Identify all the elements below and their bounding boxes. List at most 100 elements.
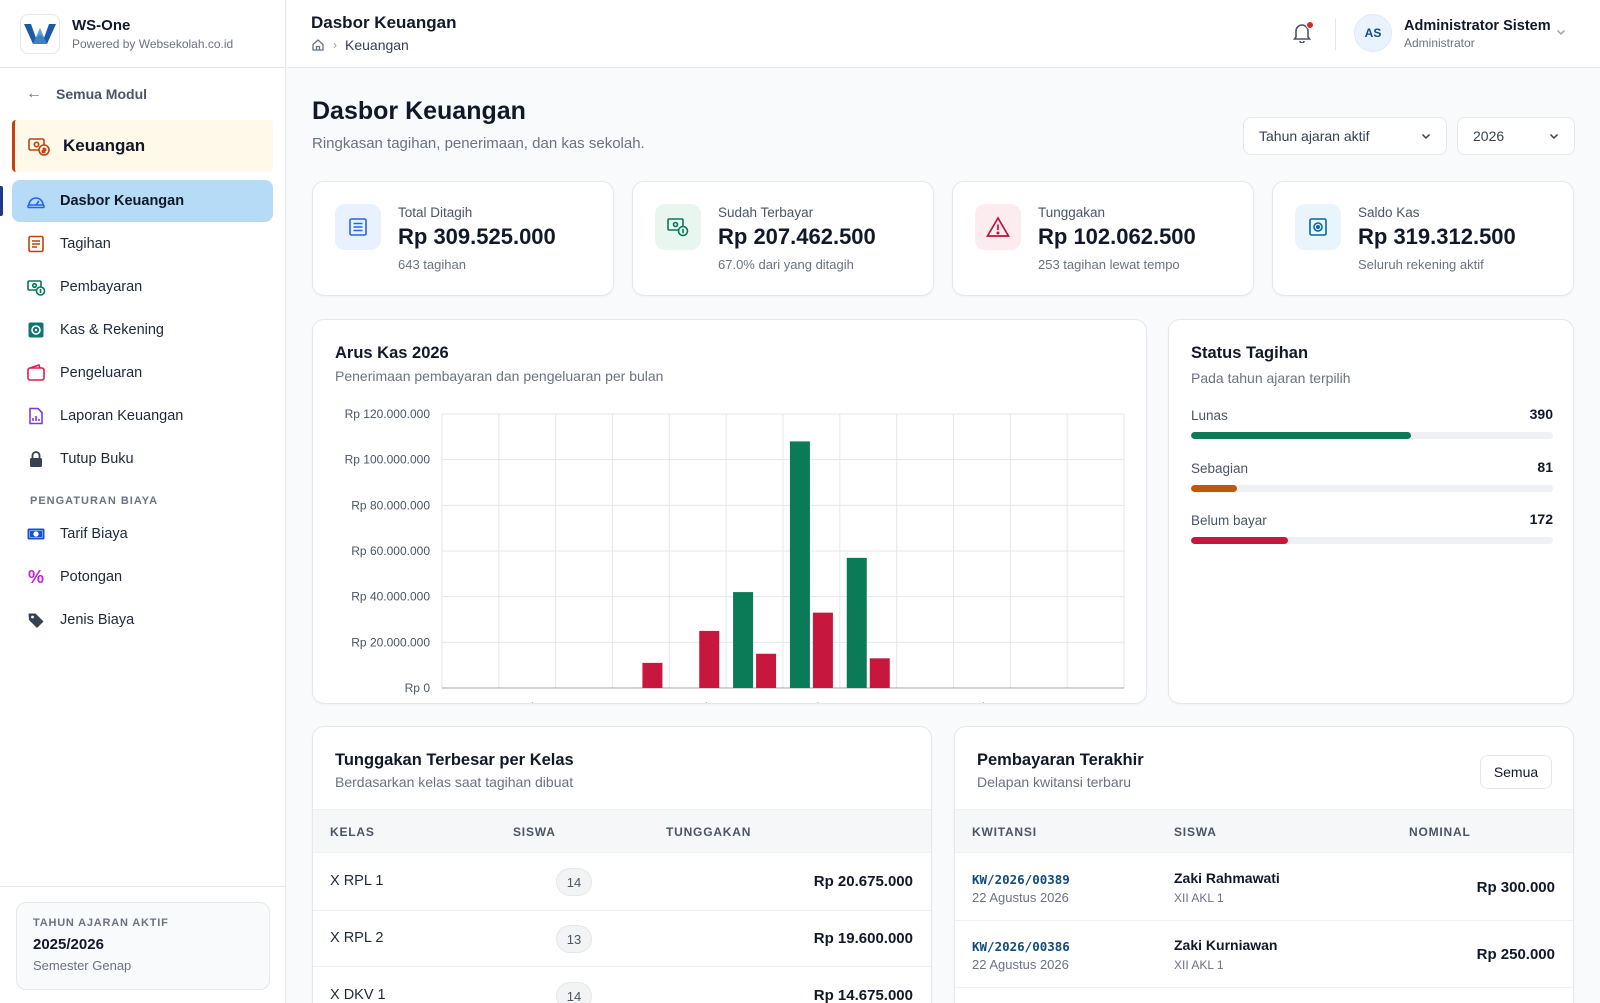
cash-icon — [655, 204, 701, 250]
table-row[interactable]: X RPL 1 14 Rp 20.675.000 — [313, 854, 931, 911]
sidebar-item-jenis-biaya[interactable]: Jenis Biaya — [12, 599, 273, 641]
payment-amount: Rp 300.000 — [1476, 879, 1555, 896]
student-name: Zaki Rahmawati — [1174, 870, 1280, 886]
student-class: XII AKL 1 — [1174, 891, 1224, 905]
receipt-number-link[interactable]: KW/2026/00389 — [972, 872, 1070, 887]
finance-module-icon — [27, 134, 51, 158]
banknote-icon — [26, 524, 46, 544]
sidebar-item-pengeluaran[interactable]: Pengeluaran — [12, 352, 273, 394]
progress-track — [1191, 485, 1553, 492]
table-row[interactable]: X RPL 2 13 Rp 19.600.000 — [313, 911, 931, 967]
column-header-kelas[interactable]: KELAS — [330, 825, 375, 839]
brand-name: WS-One — [72, 16, 131, 34]
column-header-nominal[interactable]: NOMINAL — [1409, 825, 1471, 839]
status-count: 390 — [1529, 406, 1553, 422]
table-row[interactable]: KW/2026/00389 22 Agustus 2026 Zaki Rahma… — [955, 854, 1573, 921]
user-name[interactable]: Administrator Sistem — [1404, 18, 1551, 34]
breadcrumb-current[interactable]: Keuangan — [345, 37, 409, 53]
bar-pengeluaran-jun — [756, 653, 777, 688]
column-header-kwitansi[interactable]: KWITANSI — [972, 825, 1037, 839]
sidebar-item-tutup-buku[interactable]: Tutup Buku — [12, 438, 273, 480]
sidebar-item-label: Pembayaran — [60, 279, 143, 295]
status-row-belum-bayar: Belum bayar 172 — [1191, 511, 1553, 544]
school-year-mode-select[interactable]: Tahun ajaran aktif — [1243, 117, 1447, 155]
column-header-tunggakan[interactable]: TUNGGAKAN — [666, 825, 752, 839]
sidebar-item-label: Potongan — [60, 569, 123, 585]
column-header-siswa[interactable]: SISWA — [1174, 825, 1217, 839]
stat-card-tunggakan: Tunggakan Rp 102.062.500 253 tagihan lew… — [952, 181, 1254, 296]
table-row[interactable]: KW/2026/00386 22 Agustus 2026 Zaki Kurni… — [955, 921, 1573, 988]
y-tick-label: Rp 120.000.000 — [345, 407, 431, 421]
brand[interactable]: WS-One Powered by Websekolah.co.id — [0, 0, 285, 68]
sidebar-item-label: Kas & Rekening — [60, 322, 164, 338]
bar-pengeluaran-mei — [699, 630, 720, 688]
chevron-right-icon: › — [333, 38, 337, 52]
column-header-siswa[interactable]: SISWA — [513, 825, 556, 839]
sidebar-nav: Dasbor Keuangan Tagihan Pembayaran Kas &… — [0, 180, 285, 641]
cashflow-card: Arus Kas 2026 Penerimaan pembayaran dan … — [312, 319, 1147, 704]
cell-kelas: X DKV 1 — [330, 987, 386, 1003]
home-icon[interactable] — [311, 38, 325, 52]
table-row[interactable]: X DKV 1 14 Rp 14.675.000 — [313, 967, 931, 1003]
breadcrumb: › Keuangan — [311, 37, 409, 53]
vault-icon — [1295, 204, 1341, 250]
top-bar: Dasbor Keuangan › Keuangan AS Administra… — [287, 0, 1600, 68]
active-indicator — [0, 186, 3, 216]
lock-icon — [26, 449, 46, 469]
x-tick-label: Mei — [688, 701, 708, 703]
status-label: Sebagian — [1191, 461, 1249, 476]
payment-amount: Rp 250.000 — [1476, 946, 1555, 963]
year-select[interactable]: 2026 — [1457, 117, 1575, 155]
back-to-all-modules[interactable]: ← Semua Modul — [0, 68, 285, 120]
y-tick-label: Rp 40.000.000 — [351, 590, 430, 604]
view-all-button[interactable]: Semua — [1480, 755, 1552, 789]
sidebar-item-label: Tutup Buku — [60, 451, 134, 467]
progress-fill — [1191, 537, 1288, 544]
y-tick-label: Rp 60.000.000 — [351, 544, 430, 558]
page-subtitle: Ringkasan tagihan, penerimaan, dan kas s… — [312, 135, 645, 152]
stat-label: Sudah Terbayar — [718, 205, 814, 220]
cashflow-title: Arus Kas 2026 — [335, 344, 449, 362]
sidebar-item-kas-rekening[interactable]: Kas & Rekening — [12, 309, 273, 351]
bell-icon[interactable] — [1292, 21, 1312, 43]
x-tick-label: Des — [1084, 701, 1106, 703]
chevron-down-icon[interactable] — [1555, 26, 1567, 38]
sidebar-item-tagihan[interactable]: Tagihan — [12, 223, 273, 265]
cashflow-bar-chart: Rp 0 Rp 20.000.000 Rp 40.000.000 Rp 60.000.… — [345, 407, 1125, 703]
header-title: Dasbor Keuangan — [311, 13, 457, 32]
bar-pengeluaran-agu — [869, 658, 890, 688]
sidebar-item-label: Laporan Keuangan — [60, 408, 184, 424]
user-role: Administrator — [1404, 36, 1475, 50]
table-header: KWITANSI SISWA NOMINAL — [955, 809, 1573, 853]
status-row-lunas: Lunas 390 — [1191, 406, 1553, 439]
status-count: 81 — [1537, 459, 1553, 475]
receipt-number-link[interactable]: KW/2026/00386 — [972, 939, 1070, 954]
section-title-pengaturan-biaya: PENGATURAN BIAYA — [30, 495, 159, 507]
sidebar-item-tarif-biaya[interactable]: Tarif Biaya — [12, 513, 273, 555]
document-icon — [335, 204, 381, 250]
page-title: Dasbor Keuangan — [312, 97, 526, 125]
active-year-box: TAHUN AJARAN AKTIF 2025/2026 Semester Ge… — [16, 902, 270, 990]
arrow-left-icon: ← — [26, 85, 42, 102]
current-module[interactable]: Keuangan — [12, 120, 273, 172]
brand-tagline: Powered by Websekolah.co.id — [72, 36, 234, 51]
sidebar-item-label: Tagihan — [60, 236, 111, 252]
module-label: Keuangan — [63, 136, 146, 155]
avatar[interactable]: AS — [1354, 14, 1392, 52]
cell-siswa-badge: 14 — [556, 982, 592, 1003]
sidebar-item-pembayaran[interactable]: Pembayaran — [12, 266, 273, 308]
sidebar-item-dasbor-keuangan[interactable]: Dasbor Keuangan — [12, 180, 273, 222]
sidebar-item-potongan[interactable]: % Potongan — [12, 556, 273, 598]
back-label: Semua Modul — [56, 86, 148, 102]
x-tick-label: Jan — [460, 701, 480, 703]
report-icon — [26, 406, 46, 426]
recent-payments-card: Pembayaran Terakhir Delapan kwitansi ter… — [954, 726, 1574, 1003]
stat-label: Total Ditagih — [398, 205, 473, 220]
warning-icon — [975, 204, 1021, 250]
sidebar-item-laporan-keuangan[interactable]: Laporan Keuangan — [12, 395, 273, 437]
stat-value: Rp 309.525.000 — [398, 224, 556, 249]
receipt-date: 22 Agustus 2026 — [972, 890, 1069, 905]
cell-tunggakan: Rp 19.600.000 — [813, 930, 913, 947]
x-tick-label: Okt — [972, 701, 992, 703]
x-tick-label: Feb — [516, 701, 538, 703]
